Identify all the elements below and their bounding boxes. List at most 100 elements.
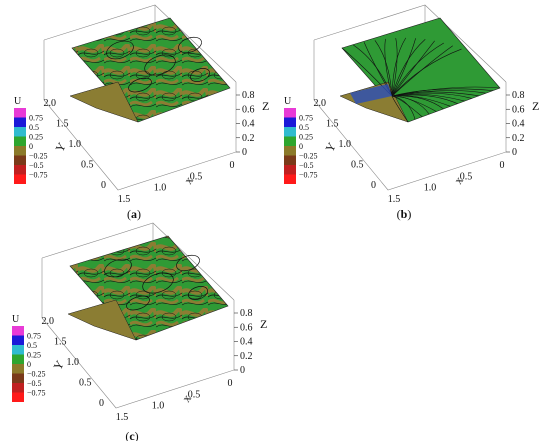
y-tick-label: 0 xyxy=(371,180,376,191)
legend-swatch xyxy=(284,165,296,175)
legend-swatch xyxy=(12,345,24,355)
legend-label: 0.5 xyxy=(29,123,39,132)
x-tick-label: 1.0 xyxy=(424,183,437,194)
legend-swatch xyxy=(284,146,296,156)
z-tick-label: 0.8 xyxy=(512,90,525,101)
legend-swatch xyxy=(14,146,26,156)
z-axis-label: Z xyxy=(532,99,539,113)
legend-swatch xyxy=(284,136,296,146)
streamline-swirls xyxy=(104,254,208,311)
z-tick-label: 0.4 xyxy=(240,337,253,348)
streamline xyxy=(374,40,393,97)
x-tick-label: 1.5 xyxy=(388,194,401,205)
streamline xyxy=(391,95,416,120)
legend-swatch xyxy=(14,155,26,165)
surface-inlet-strip xyxy=(67,299,137,341)
z-tick-label: 0.2 xyxy=(512,133,525,144)
surface xyxy=(339,17,501,123)
z-axis-label: Z xyxy=(262,99,269,113)
legend-label: −0.25 xyxy=(27,370,46,379)
box-edge-base-front xyxy=(41,317,235,409)
streamline xyxy=(391,95,430,115)
legend-swatch xyxy=(12,364,24,374)
legend-label: 0.5 xyxy=(299,123,309,132)
streamline xyxy=(384,38,393,97)
streamline xyxy=(391,37,407,97)
inlet-jet xyxy=(350,84,392,104)
y-tick-label: 2.0 xyxy=(42,316,55,327)
legend-swatch xyxy=(14,127,26,137)
y-tick-label: 0 xyxy=(101,180,106,191)
x-tick-label: 1.5 xyxy=(118,194,131,205)
legend: U 0.750.50.250−0.25−0.5−0.75 xyxy=(14,96,48,184)
y-tick-label: 1.0 xyxy=(339,139,352,150)
streamline xyxy=(126,295,150,311)
legend-label: 0 xyxy=(299,142,303,151)
legend: U 0.750.50.250−0.25−0.5−0.75 xyxy=(284,96,318,184)
streamline xyxy=(391,45,453,97)
surface xyxy=(69,17,231,123)
legend-label: −0.5 xyxy=(299,161,314,170)
legend-swatch xyxy=(12,392,24,402)
x-tick-label: 0.5 xyxy=(188,389,201,400)
legend-label: −0.75 xyxy=(27,389,46,398)
y-tick-label: 0 xyxy=(99,398,104,409)
z-tick-label: 0.8 xyxy=(242,90,255,101)
y-tick-label: 2.0 xyxy=(314,98,327,109)
streamline xyxy=(142,272,174,294)
streamline xyxy=(391,38,416,97)
z-tick-label: 0.6 xyxy=(242,104,255,115)
x-tick-label: 0.5 xyxy=(190,171,203,182)
streamline xyxy=(144,54,176,76)
y-tick-label: 0.5 xyxy=(81,160,94,171)
streamline xyxy=(391,91,479,97)
legend-swatch xyxy=(14,117,26,127)
y-tick-label: 1.5 xyxy=(56,119,69,130)
z-tick-label: 0.6 xyxy=(240,322,253,333)
z-tick-label: 0.2 xyxy=(240,351,253,362)
streamline xyxy=(391,42,444,97)
legend-label: 0 xyxy=(27,360,31,369)
y-tick-label: 0.5 xyxy=(351,160,364,171)
legend-swatch xyxy=(14,165,26,175)
x-tick-label: 0 xyxy=(230,160,235,171)
axis-box xyxy=(41,222,235,409)
legend-label: 0.75 xyxy=(299,114,313,123)
y-axis-label: Y xyxy=(52,140,69,155)
legend-swatch xyxy=(14,108,26,118)
legend-label: −0.75 xyxy=(29,171,48,180)
legend-swatch xyxy=(14,136,26,146)
streamline xyxy=(391,93,465,102)
legend-label: 0.25 xyxy=(27,351,41,360)
panel-caption: (a) xyxy=(127,207,141,221)
legend-swatch xyxy=(12,335,24,345)
legend-label: 0 xyxy=(29,142,33,151)
legend-swatch xyxy=(284,127,296,137)
streamline-swirls xyxy=(106,36,210,93)
legend: U 0.750.50.250−0.25−0.5−0.75 xyxy=(12,314,46,402)
legend-swatch xyxy=(14,174,26,184)
streamline xyxy=(391,48,462,97)
y-axis-label: Y xyxy=(322,140,339,155)
y-tick-label: 1.5 xyxy=(326,119,339,130)
x-tick-label: 1.0 xyxy=(152,401,165,412)
surface-inlet-strip xyxy=(69,81,139,123)
y-tick-label: 0.5 xyxy=(79,378,92,389)
legend-swatch xyxy=(12,383,24,393)
x-tick-label: 1.0 xyxy=(154,183,167,194)
legend-swatch xyxy=(284,108,296,118)
x-tick-label: 0 xyxy=(500,160,505,171)
legend-label: 0.75 xyxy=(29,114,43,123)
streamline-fan xyxy=(341,37,501,123)
legend-label: −0.25 xyxy=(299,152,318,161)
legend-swatch xyxy=(12,326,24,336)
legend-label: −0.75 xyxy=(299,171,318,180)
z-tick-label: 0.2 xyxy=(242,133,255,144)
z-tick-label: 0 xyxy=(512,147,517,158)
streamline xyxy=(391,39,426,97)
y-tick-label: 1.5 xyxy=(54,337,67,348)
panel-caption: (c) xyxy=(125,429,138,441)
z-axis-label: Z xyxy=(260,317,267,331)
legend-swatch xyxy=(284,174,296,184)
legend-swatch xyxy=(284,117,296,127)
